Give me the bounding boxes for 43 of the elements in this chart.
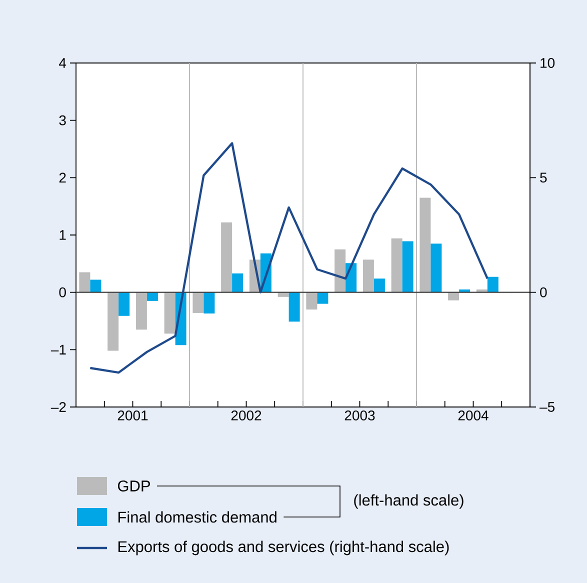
- y-tick-label: 0: [59, 287, 66, 298]
- bar: [221, 222, 232, 292]
- bar: [391, 238, 402, 292]
- bar: [164, 292, 176, 334]
- text: (left-hand scale): [354, 494, 464, 509]
- y2-tick-label: 10: [540, 58, 555, 68]
- bar: [317, 292, 328, 304]
- y2-tick-label: –5: [540, 402, 555, 412]
- bar: [430, 244, 442, 292]
- bar: [192, 292, 204, 313]
- legend-label: Exports of goods and services (right-hand scale): [118, 540, 449, 556]
- bar: [402, 241, 414, 292]
- bar: [232, 273, 244, 292]
- line-series: [89, 142, 489, 374]
- y-tick-label: –2: [50, 402, 66, 412]
- y-tick-label: 1: [60, 230, 66, 240]
- bar: [136, 292, 147, 330]
- bar: [448, 292, 460, 300]
- bar: [306, 292, 318, 310]
- bar: [90, 280, 102, 292]
- legend-label: Final domestic demand: [118, 511, 276, 523]
- y-tick-label: 4: [59, 58, 66, 68]
- y2-tick-label: 0: [540, 287, 547, 298]
- bar: [118, 292, 130, 316]
- bar: [204, 292, 215, 314]
- y2-tick-label: 5: [540, 172, 547, 183]
- bar: [487, 276, 498, 292]
- y-tick-label: 3: [59, 115, 66, 126]
- y-tick-label: 2: [59, 172, 66, 183]
- bar: [288, 292, 300, 322]
- legend-label: GDP: [118, 480, 150, 492]
- bar: [79, 272, 90, 292]
- bar: [108, 292, 119, 351]
- x-tick-label: 2004: [458, 410, 488, 420]
- bar: [374, 278, 385, 292]
- x-tick-label: 2003: [344, 410, 375, 420]
- bar: [146, 292, 158, 301]
- x-tick-label: 2002: [231, 410, 262, 420]
- bar: [420, 198, 431, 292]
- x-tick-label: 2001: [118, 410, 148, 420]
- y-tick-label: –1: [50, 344, 66, 354]
- bar: [334, 249, 346, 292]
- bar: [362, 260, 374, 292]
